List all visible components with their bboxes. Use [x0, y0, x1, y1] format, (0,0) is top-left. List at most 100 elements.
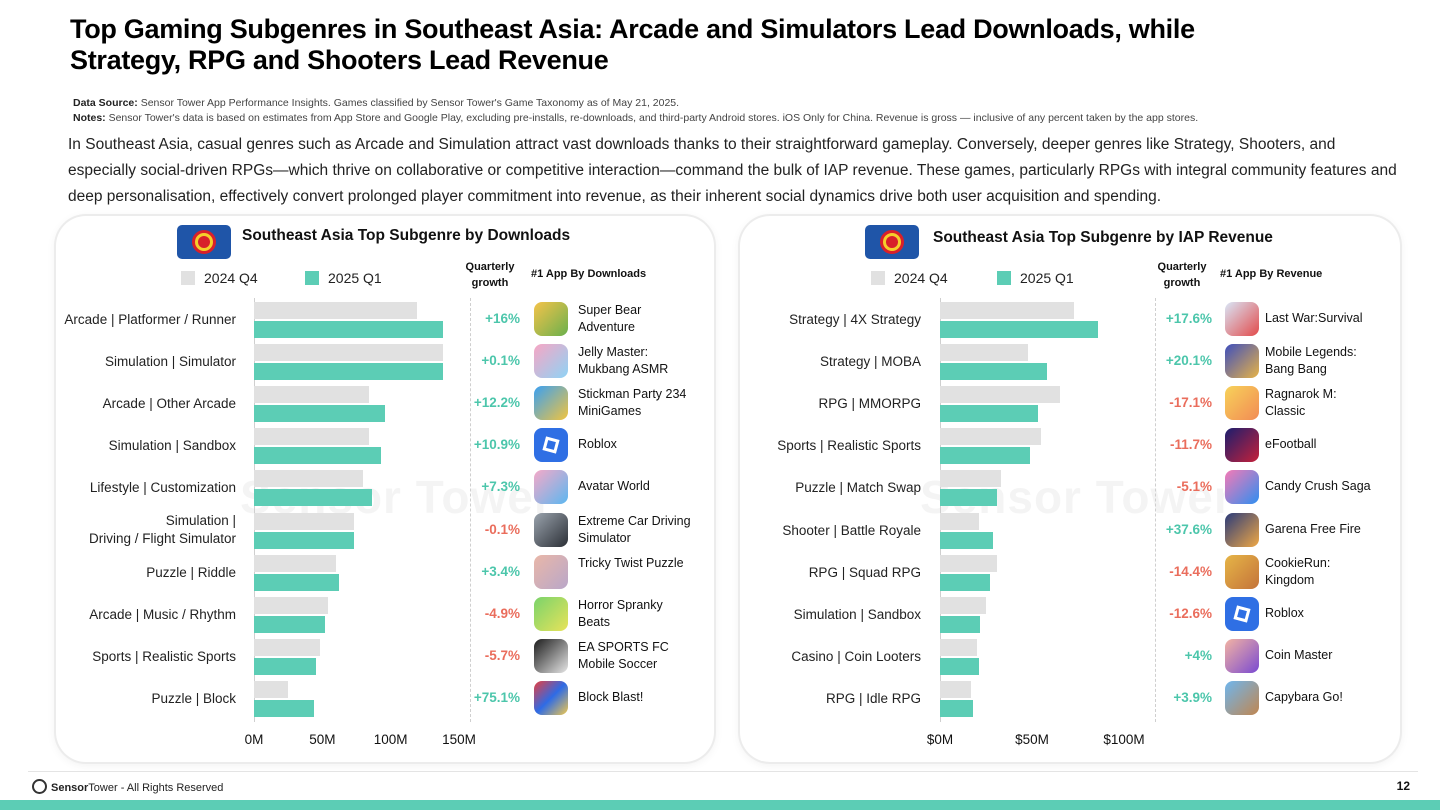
revenue-axis-tick-label: $100M — [1103, 732, 1145, 747]
footer-rights: - All Rights Reserved — [117, 782, 224, 794]
downloads-growth-header: Quarterly growth — [450, 259, 530, 291]
capybara-app-icon — [1225, 680, 1259, 715]
revenue-top-app-name: Last War:Survival — [1265, 311, 1363, 325]
downloads-bar-2024-q4 — [254, 302, 417, 319]
growth-header-line: growth — [471, 277, 509, 289]
downloads-bar-2024-q4 — [254, 428, 369, 446]
legend-label: 2024 Q4 — [204, 270, 258, 286]
intro-paragraph: In Southeast Asia, casual genres such as… — [68, 136, 1397, 205]
downloads-bar-2025-q1 — [254, 447, 382, 465]
downloads-bar-2025-q1 — [254, 615, 326, 633]
downloads-bar-2024-q4 — [254, 386, 369, 404]
revenue-bar-2025-q1 — [940, 699, 974, 717]
revenue-bar-2024-q4 — [940, 638, 977, 656]
coinmaster-app-icon — [1225, 638, 1259, 673]
revenue-bar-2024-q4 — [940, 512, 979, 530]
revenue-axis-tick-label: $50M — [1015, 732, 1049, 747]
downloads-axis-tick-label: 100M — [373, 732, 408, 747]
revenue-axis-tick-label: $0M — [926, 732, 954, 747]
block-app-icon — [534, 680, 568, 715]
downloads-top-app-name: Roblox — [578, 437, 617, 452]
legend-swatch — [305, 271, 319, 285]
downloads-top-app-name: Super Bear Adventure — [578, 303, 642, 334]
page-title: Top Gaming Subgenres in Southeast Asia: … — [70, 14, 1195, 75]
bear-app-icon — [534, 302, 568, 336]
candy-app-icon — [1225, 470, 1259, 505]
legend-swatch — [997, 271, 1011, 285]
downloads-growth-value: +3.4% — [481, 563, 520, 579]
roblox-app-icon — [1225, 596, 1259, 631]
downloads-bar-2024-q4 — [254, 680, 289, 698]
roblox-app-icon — [534, 428, 568, 463]
revenue-growth-value: -5.1% — [1176, 479, 1212, 495]
revenue-top-app-name: Ragnarok M: Classic — [1265, 387, 1337, 419]
revenue-top-app-name: Coin Master — [1265, 647, 1333, 662]
notes-label: Notes: — [73, 112, 106, 124]
legend-swatch — [181, 271, 195, 285]
asean-emblem-icon — [192, 230, 216, 254]
notes-text: Sensor Tower's data is based on estimate… — [108, 112, 1199, 124]
downloads-growth-value: +7.3% — [481, 479, 520, 495]
downloads-top-app-name: Jelly Master: Mukbang ASMR — [578, 345, 669, 377]
roblox-logo-icon — [1233, 605, 1251, 623]
revenue-category-label: Strategy | 4X Strategy — [789, 312, 921, 327]
downloads-top-app-name: Extreme Car Driving Simulator — [578, 513, 691, 545]
downloads-top-app-header: #1 App By Downloads — [531, 268, 647, 280]
downloads-top-app-name: Block Blast! — [578, 689, 644, 704]
spranky-app-icon — [534, 596, 568, 631]
downloads-bar-2025-q1 — [254, 699, 315, 717]
revenue-growth-value: -14.4% — [1169, 563, 1212, 579]
footer-divider — [28, 771, 1418, 772]
revenue-top-app-name: Mobile Legends: Bang Bang — [1265, 345, 1357, 377]
downloads-growth-value: -5.7% — [484, 647, 520, 663]
footer: SensorTower - All Rights Reserved — [32, 779, 223, 794]
revenue-growth-value: -11.7% — [1169, 437, 1212, 453]
downloads-bar-2024-q4 — [254, 512, 354, 530]
revenue-bar-2025-q1 — [940, 321, 1099, 338]
revenue-category-label: Casino | Coin Looters — [791, 648, 921, 664]
revenue-legend-item: 2025 Q1 — [997, 270, 1074, 286]
downloads-growth-value: +16% — [485, 311, 520, 326]
mlbb-app-icon — [1225, 344, 1259, 379]
downloads-category-label: Lifestyle | Customization — [89, 480, 236, 496]
downloads-growth-value: +75.1% — [473, 689, 520, 705]
downloads-growth-value: +10.9% — [473, 437, 520, 453]
revenue-top-app-header: #1 App By Revenue — [1220, 268, 1323, 280]
legend-label: 2024 Q4 — [894, 270, 948, 286]
downloads-category-label: Arcade | Other Arcade — [102, 396, 236, 412]
revenue-growth-value: -12.6% — [1169, 605, 1212, 621]
revenue-legend-item: 2024 Q4 — [871, 270, 948, 286]
revenue-bar-2024-q4 — [940, 554, 998, 572]
category-label-line: Simulation | — [165, 512, 236, 528]
legend-label: 2025 Q1 — [328, 270, 382, 286]
revenue-top-app-name: Roblox — [1265, 605, 1304, 620]
downloads-top-app-name: Tricky Twist Puzzle — [578, 555, 684, 570]
revenue-top-app-name: Candy Crush Saga — [1265, 479, 1371, 494]
downloads-top-app-name: Avatar World — [578, 479, 650, 494]
downloads-category-label: Sports | Realistic Sports — [92, 648, 236, 664]
revenue-top-app-name: eFootball — [1265, 437, 1317, 452]
revenue-growth-value: +37.6% — [1165, 521, 1212, 537]
sensor-tower-logo-icon — [32, 779, 47, 794]
revenue-growth-value: +4% — [1184, 647, 1212, 663]
revenue-bar-2024-q4 — [940, 428, 1042, 446]
revenue-category-label: RPG | MMORPG — [818, 396, 921, 412]
revenue-category-label: Strategy | MOBA — [819, 354, 921, 370]
downloads-top-app-name: Horror Spranky Beats — [578, 597, 663, 629]
revenue-chart-title: Southeast Asia Top Subgenre by IAP Reven… — [933, 229, 1273, 246]
downloads-axis-line — [254, 298, 255, 722]
downloads-bar-2024-q4 — [254, 344, 443, 362]
stickman-app-icon — [534, 386, 568, 421]
legend-label: 2025 Q1 — [1020, 270, 1074, 286]
revenue-bar-2024-q4 — [940, 386, 1060, 404]
downloads-bar-2025-q1 — [254, 531, 354, 549]
downloads-bar-2024-q4 — [254, 596, 328, 614]
downloads-bar-2024-q4 — [254, 470, 364, 488]
downloads-category-label: Arcade | Platformer / Runner — [64, 312, 236, 327]
downloads-category-label: Puzzle | Block — [151, 690, 236, 706]
downloads-category-label: Simulation | Sandbox — [108, 438, 236, 454]
revenue-bar-2024-q4 — [940, 680, 972, 698]
downloads-top-app-name: Stickman Party 234 MiniGames — [578, 387, 687, 419]
bottom-accent-band — [0, 800, 1440, 810]
ragnarok-app-icon — [1225, 386, 1259, 421]
